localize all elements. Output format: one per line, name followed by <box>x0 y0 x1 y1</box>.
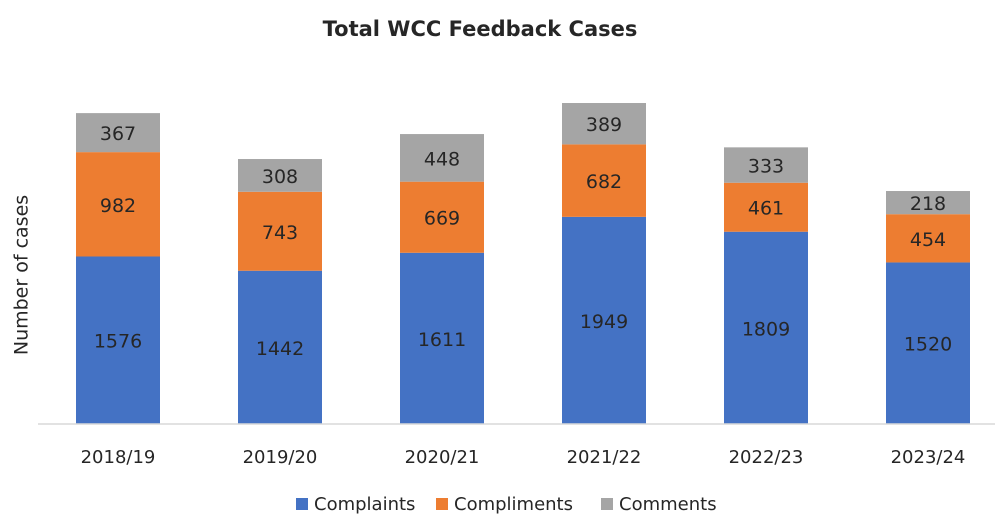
bar-segment <box>562 144 646 217</box>
bar-segment <box>724 147 808 183</box>
data-label: 454 <box>910 229 946 251</box>
legend-label: Comments <box>619 494 717 515</box>
bar-segment <box>562 103 646 145</box>
data-label: 308 <box>262 166 298 188</box>
data-label: 1611 <box>418 329 466 351</box>
data-label: 743 <box>262 222 298 244</box>
x-tick-label: 2018/19 <box>81 447 156 468</box>
bar-segment <box>76 152 160 257</box>
legend-label: Compliments <box>454 494 573 515</box>
data-label: 1442 <box>256 338 304 360</box>
bar-segment <box>238 270 322 424</box>
data-label: 1809 <box>742 318 790 340</box>
data-label: 982 <box>100 195 136 217</box>
bar-segment <box>76 256 160 424</box>
bar-segment <box>886 214 970 263</box>
data-label: 333 <box>748 156 784 178</box>
x-tick-label: 2021/22 <box>567 447 642 468</box>
legend-label: Complaints <box>314 494 415 515</box>
legend-swatch <box>601 498 613 510</box>
x-tick-label: 2020/21 <box>405 447 480 468</box>
bar-segment <box>886 262 970 424</box>
bar-segment <box>400 181 484 253</box>
data-label: 448 <box>424 148 460 170</box>
bar-segment <box>562 216 646 424</box>
data-label: 461 <box>748 198 784 220</box>
data-label: 389 <box>586 114 622 136</box>
data-label: 1576 <box>94 331 142 353</box>
data-label: 682 <box>586 171 622 193</box>
bar-segment <box>238 191 322 271</box>
data-label: 1520 <box>904 334 952 356</box>
x-tick-label: 2019/20 <box>243 447 318 468</box>
bar-segment <box>400 134 484 182</box>
x-tick-label: 2022/23 <box>729 447 804 468</box>
bar-segment <box>886 191 970 215</box>
chart-title: Total WCC Feedback Cases <box>323 17 638 41</box>
bar-segment <box>76 113 160 153</box>
data-label: 669 <box>424 208 460 230</box>
legend-swatch <box>436 498 448 510</box>
bar-segment <box>400 252 484 424</box>
data-label: 218 <box>910 193 946 215</box>
data-label: 1949 <box>580 311 628 333</box>
bar-segment <box>724 231 808 424</box>
x-tick-label: 2023/24 <box>891 447 966 468</box>
bar-segment <box>724 182 808 232</box>
y-axis-label: Number of cases <box>11 195 33 355</box>
data-label: 367 <box>100 123 136 145</box>
bar-segment <box>238 159 322 192</box>
legend-swatch <box>296 498 308 510</box>
